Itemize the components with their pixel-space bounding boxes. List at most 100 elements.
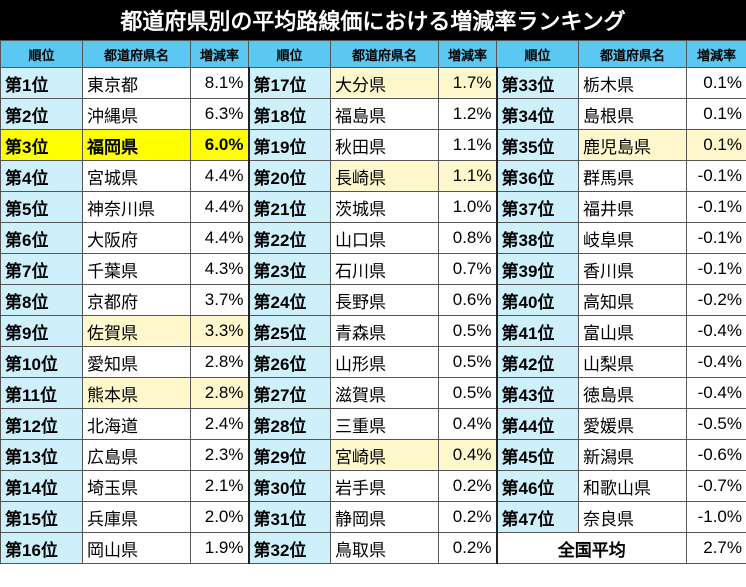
rank-cell: 第11位 (0, 377, 83, 409)
name-cell: 広島県 (82, 439, 191, 471)
table-row: 第8位 京都府 3.7% 第24位 長野県 0.6% 第40位 高知県 -0.2% (0, 284, 746, 316)
rate-cell: -0.5% (686, 408, 746, 440)
title: 都道府県別の平均路線価における増減率ランキング (0, 0, 746, 40)
rank-cell: 第27位 (247, 377, 331, 409)
table-row: 第7位 千葉県 4.3% 第23位 石川県 0.7% 第39位 香川県 -0.1% (0, 253, 746, 285)
ranking-table: 順位 都道府県名 増減率 順位 都道府県名 増減率 順位 都道府県名 増減率 第1位 東京都 8.1… (0, 40, 746, 564)
rank-cell: 第44位 (495, 408, 579, 440)
rate-cell: 4.4% (190, 191, 249, 223)
header-cell: 順位 (0, 40, 83, 68)
rank-cell: 第3位 (0, 129, 83, 161)
name-cell: 大分県 (330, 67, 439, 99)
rank-cell: 第42位 (495, 346, 579, 378)
rate-cell: 1.1% (438, 160, 497, 192)
rate-cell: 1.2% (438, 98, 497, 130)
rank-cell: 第45位 (495, 439, 579, 471)
rate-cell: 1.0% (438, 191, 497, 223)
rate-cell: 8.1% (190, 67, 249, 99)
rate-cell: -0.4% (686, 346, 746, 378)
rank-cell: 第40位 (495, 284, 579, 316)
name-cell: 熊本県 (82, 377, 191, 409)
name-cell: 岡山県 (82, 532, 191, 564)
rate-cell: 1.9% (190, 532, 249, 564)
rate-cell: 0.2% (438, 470, 497, 502)
rank-cell: 第23位 (247, 253, 331, 285)
rate-cell: -0.4% (686, 315, 746, 347)
rank-cell: 第33位 (495, 67, 579, 99)
table-row: 第6位 大阪府 4.4% 第22位 山口県 0.8% 第38位 岐阜県 -0.1% (0, 222, 746, 254)
rate-cell: 2.8% (190, 377, 249, 409)
header-cell: 増減率 (190, 40, 249, 68)
rank-cell: 第16位 (0, 532, 83, 564)
name-cell: 島根県 (578, 98, 687, 130)
rank-cell: 第38位 (495, 222, 579, 254)
rate-cell: 6.0% (190, 129, 249, 161)
name-cell: 神奈川県 (82, 191, 191, 223)
table-row: 第13位 広島県 2.3% 第29位 宮崎県 0.4% 第45位 新潟県 -0.6% (0, 439, 746, 471)
rank-cell: 第43位 (495, 377, 579, 409)
name-cell: 香川県 (578, 253, 687, 285)
rank-cell: 第1位 (0, 67, 83, 99)
header-cell: 順位 (248, 40, 331, 68)
rate-cell: 2.0% (190, 501, 249, 533)
rank-cell: 第13位 (0, 439, 83, 471)
rate-cell: 0.1% (686, 98, 746, 130)
rank-cell: 第6位 (0, 222, 83, 254)
rank-cell: 第2位 (0, 98, 83, 130)
rank-cell: 第24位 (247, 284, 331, 316)
rank-cell: 第5位 (0, 191, 83, 223)
rate-cell: 4.4% (190, 222, 249, 254)
name-cell: 富山県 (578, 315, 687, 347)
name-cell: 京都府 (82, 284, 191, 316)
rate-cell: 0.4% (438, 439, 497, 471)
rank-cell: 第31位 (247, 501, 331, 533)
average-rate: 2.7% (686, 532, 746, 564)
name-cell: 愛知県 (82, 346, 191, 378)
rank-cell: 第39位 (495, 253, 579, 285)
name-cell: 愛媛県 (578, 408, 687, 440)
name-cell: 奈良県 (578, 501, 687, 533)
rank-cell: 第37位 (495, 191, 579, 223)
rate-cell: 3.3% (190, 315, 249, 347)
rank-cell: 第34位 (495, 98, 579, 130)
name-cell: 滋賀県 (330, 377, 439, 409)
header-cell: 増減率 (438, 40, 497, 68)
header-cell: 都道府県名 (578, 40, 687, 68)
name-cell: 福井県 (578, 191, 687, 223)
name-cell: 山形県 (330, 346, 439, 378)
header-cell: 都道府県名 (330, 40, 439, 68)
rate-cell: -0.1% (686, 191, 746, 223)
rate-cell: 0.5% (438, 315, 497, 347)
table-row: 第11位 熊本県 2.8% 第27位 滋賀県 0.5% 第43位 徳島県 -0.4% (0, 377, 746, 409)
rank-cell: 第20位 (247, 160, 331, 192)
name-cell: 宮崎県 (330, 439, 439, 471)
table-row: 第15位 兵庫県 2.0% 第31位 静岡県 0.2% 第47位 奈良県 -1.0% (0, 501, 746, 533)
rank-cell: 第7位 (0, 253, 83, 285)
name-cell: 長崎県 (330, 160, 439, 192)
rate-cell: 0.1% (686, 129, 746, 161)
rate-cell: 0.1% (686, 67, 746, 99)
table-row: 第9位 佐賀県 3.3% 第25位 青森県 0.5% 第41位 富山県 -0.4% (0, 315, 746, 347)
table-row: 第12位 北海道 2.4% 第28位 三重県 0.4% 第44位 愛媛県 -0.5% (0, 408, 746, 440)
rank-cell: 第14位 (0, 470, 83, 502)
rank-cell: 第41位 (495, 315, 579, 347)
name-cell: 群馬県 (578, 160, 687, 192)
rate-cell: 6.3% (190, 98, 249, 130)
name-cell: 東京都 (82, 67, 191, 99)
rate-cell: 1.1% (438, 129, 497, 161)
name-cell: 佐賀県 (82, 315, 191, 347)
name-cell: 鹿児島県 (578, 129, 687, 161)
table-row: 第5位 神奈川県 4.4% 第21位 茨城県 1.0% 第37位 福井県 -0.1% (0, 191, 746, 223)
rate-cell: 0.4% (438, 408, 497, 440)
name-cell: 沖縄県 (82, 98, 191, 130)
rank-cell: 第28位 (247, 408, 331, 440)
name-cell: 兵庫県 (82, 501, 191, 533)
rank-cell: 第10位 (0, 346, 83, 378)
rank-cell: 第8位 (0, 284, 83, 316)
rank-cell: 第12位 (0, 408, 83, 440)
header-cell: 増減率 (686, 40, 746, 68)
rate-cell: -0.6% (686, 439, 746, 471)
name-cell: 新潟県 (578, 439, 687, 471)
header-cell: 都道府県名 (82, 40, 191, 68)
